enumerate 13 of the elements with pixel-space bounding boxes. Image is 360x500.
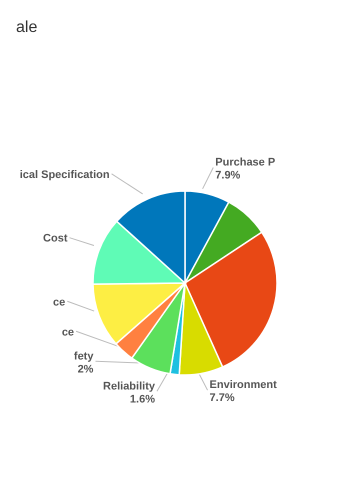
slice-label: Purchase P [215,156,276,168]
slice-label: ical Specification [20,168,110,181]
data-label: 7.7% [210,392,235,404]
slice-label: fety [74,350,94,362]
data-label: 1.6% [130,393,156,406]
data-label: 7.9% [215,169,241,182]
slice-label: ce [53,296,66,308]
slice-label: Environment [210,379,278,392]
text: 2% [78,363,94,376]
chart-title: ale [16,19,38,36]
slice-label: Cost [43,232,68,245]
slice-label: ce [62,326,74,338]
slice-label: Reliability [103,380,156,392]
